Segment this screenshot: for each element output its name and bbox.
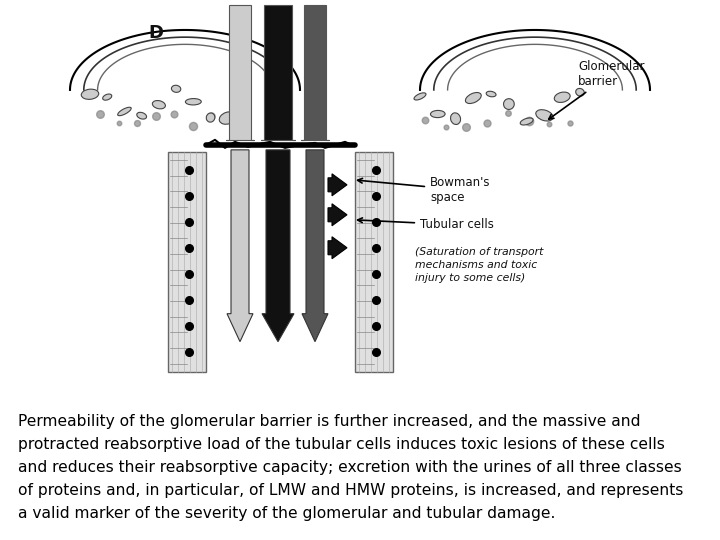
FancyArrow shape <box>302 150 328 342</box>
FancyArrow shape <box>328 204 347 226</box>
Text: Permeability of the glomerular barrier is further increased, and the massive and: Permeability of the glomerular barrier i… <box>18 414 641 429</box>
Ellipse shape <box>171 85 181 92</box>
Ellipse shape <box>206 113 215 122</box>
Ellipse shape <box>536 110 553 121</box>
Ellipse shape <box>186 99 202 105</box>
Text: (Saturation of transport
mechanisms and toxic
injury to some cells): (Saturation of transport mechanisms and … <box>415 247 544 283</box>
FancyArrow shape <box>328 174 347 196</box>
Ellipse shape <box>153 100 166 109</box>
Text: ALB: ALB <box>268 0 288 1</box>
Ellipse shape <box>486 91 496 97</box>
Text: of proteins and, in particular, of LMW and HMW proteins, is increased, and repre: of proteins and, in particular, of LMW a… <box>18 483 683 498</box>
Ellipse shape <box>414 93 426 100</box>
Ellipse shape <box>451 113 461 125</box>
Ellipse shape <box>431 111 445 118</box>
Ellipse shape <box>576 89 585 96</box>
Text: a valid marker of the severity of the glomerular and tubular damage.: a valid marker of the severity of the gl… <box>18 507 555 521</box>
Ellipse shape <box>465 92 481 104</box>
Ellipse shape <box>220 112 236 124</box>
Bar <box>355 152 393 372</box>
Ellipse shape <box>103 94 112 100</box>
Bar <box>168 152 206 372</box>
FancyArrow shape <box>226 5 254 140</box>
Ellipse shape <box>137 112 147 119</box>
Ellipse shape <box>503 99 514 110</box>
Ellipse shape <box>521 118 533 125</box>
Text: Tubular cells: Tubular cells <box>358 218 494 231</box>
FancyArrow shape <box>262 150 294 342</box>
FancyArrow shape <box>328 237 347 259</box>
FancyArrow shape <box>261 5 295 140</box>
Text: and reduces their reabsorptive capacity; excretion with the urines of all three : and reduces their reabsorptive capacity;… <box>18 460 682 475</box>
Ellipse shape <box>117 107 131 116</box>
FancyArrow shape <box>301 5 329 140</box>
Ellipse shape <box>81 89 99 99</box>
Text: D: D <box>148 24 163 42</box>
Ellipse shape <box>554 92 570 103</box>
Text: LMW
proteins: LMW proteins <box>296 0 338 1</box>
FancyArrow shape <box>227 150 253 342</box>
Text: Glomerular
barrier: Glomerular barrier <box>549 60 644 119</box>
Text: protracted reabsorptive load of the tubular cells induces toxic lesions of these: protracted reabsorptive load of the tubu… <box>18 437 665 452</box>
Ellipse shape <box>240 92 250 102</box>
Text: HMW
proteins: HMW proteins <box>217 0 259 1</box>
Text: Bowman's
space: Bowman's space <box>358 176 490 204</box>
